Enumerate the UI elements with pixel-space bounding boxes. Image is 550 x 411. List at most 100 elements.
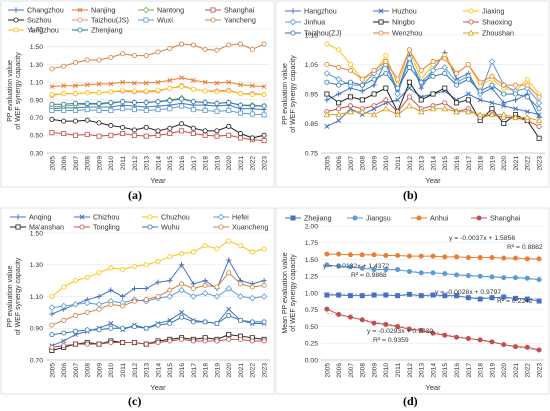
data-point-c-xuancheng [261,282,267,288]
data-point-c-chizhou [61,338,67,344]
xtick-label-b: 2017 [466,156,473,171]
data-point-a-suzhou [61,118,67,124]
data-point-d-shanghai [477,337,483,343]
xtick-label-b: 2006 [336,156,343,171]
data-point-a-yancheng [179,41,185,47]
legend-marker-a-zhenjiang [77,27,83,33]
y-axis-title-b: of WEF synergy capacity [290,55,297,133]
xtick-label-c: 2022 [250,363,257,378]
xtick-label-c: 2021 [238,363,245,378]
data-point-b-wenzhou [371,67,377,73]
ytick-label-b: 0.85 [305,121,318,128]
data-point-a-wuxi [249,111,255,117]
data-point-a-zhenjiang [167,98,173,104]
data-point-d-zhejiang [477,296,483,302]
data-point-c-wuhu [155,322,161,328]
data-point-a-suzhou [226,123,232,129]
data-point-b-jinhua [429,67,437,74]
data-point-c-wuhu [84,327,90,333]
xtick-label-a: 2013 [144,156,151,171]
data-point-c-tongling [131,340,137,346]
xtick-label-c: 2023 [262,363,269,378]
data-point-c-anqing [143,285,149,292]
data-point-d-zhejiang [336,292,342,298]
data-point-c-wuhu [226,313,232,319]
data-point-b-jiaxing [347,62,353,68]
legend-marker-a-suzhou [13,17,19,23]
data-point-c-chuzhou [84,274,90,280]
data-point-b-ningbo [347,94,353,100]
xtick-label-a: 2021 [238,156,245,171]
legend-marker-c-xuancheng [218,224,224,230]
data-point-a-yangzhou [143,88,149,94]
data-point-c-wuhu [131,324,137,330]
trendline-d-jiangsu [326,265,540,281]
ytick-label-c: 1.30 [30,262,43,269]
data-point-a-suzhou [143,124,149,130]
data-point-a-suzhou [120,124,126,130]
xtick-label-a: 2009 [96,156,103,171]
ytick-label-d: 0.00 [305,357,318,364]
ytick-label-c: 1.10 [30,294,43,301]
data-point-d-zhejiang [501,294,507,300]
data-point-b-jiaxing [383,53,389,59]
data-point-c-hefei [178,286,185,294]
data-point-c-wuhu [96,327,102,333]
panel-label-b: (b) [403,188,418,202]
data-point-b-wenzhou [406,47,412,53]
data-point-a-nanjing [96,81,102,87]
legend-marker-a-nantong [142,6,150,14]
data-point-c-tongling [261,338,267,344]
data-point-a-yancheng [96,57,102,63]
data-point-c-xuancheng [143,297,149,303]
data-point-d-shanghai [324,306,330,312]
data-point-b-shaoxing [347,103,353,109]
data-point-d-zhejiang [406,291,412,297]
legend-label-d-anhui: Anhui [430,214,449,223]
data-point-a-suzhou [202,128,208,134]
xtick-label-d: 2016 [454,363,461,378]
series-line-c-anqing [51,258,265,315]
xtick-label-a: 2016 [179,156,186,171]
data-point-b-taizhou-zj [430,73,436,79]
legend-label-d-zhejiang: Zhejiang [304,214,332,223]
legend-marker-b-wenzhou [378,30,384,36]
data-point-c-chuzhou [108,265,114,271]
data-point-c-xuancheng [167,287,173,293]
data-point-b-taizhou-zj [454,82,460,88]
data-point-b-huzhou [324,123,330,129]
data-point-c-chuzhou [61,284,67,290]
ytick-label-c: 0.70 [30,357,43,364]
data-point-d-zhejiang [359,293,365,299]
chart-d: 0.00 0.25 0.50 0.75 1.00 1.25 1.50 1.75 2.00 2005… [275,207,550,395]
legend-marker-b-hangzhou [290,8,296,14]
data-point-d-zhejiang [347,293,353,299]
trendline-annotation-d: R² = 0.8882 [507,244,543,251]
data-point-d-shanghai [442,332,448,338]
data-point-c-tongling [61,343,67,349]
data-point-b-ningbo [406,79,412,85]
data-point-a-suzhou [108,123,114,129]
data-point-b-hangzhou [512,97,519,103]
data-point-c-wuhu [120,325,126,331]
data-point-a-shanghai [238,135,244,141]
data-point-a-wuxi [84,107,90,113]
legend-marker-b-jiaxing [468,8,474,14]
data-point-b-taizhou-zj [536,106,542,112]
y-axis-title-a: of WEF synergy capacity [15,52,22,130]
data-point-a-yangzhou [190,86,196,92]
ytick-label-d: 0.25 [305,341,318,348]
legend-label-a-yancheng: Yancheng [224,16,256,25]
xtick-label-c: 2020 [226,363,233,378]
legend-marker-b-zhoushan [467,29,475,36]
data-point-c-tongling [49,344,55,350]
data-point-c-anqing [167,278,173,284]
data-point-c-tongling [238,336,244,342]
data-point-d-shanghai [454,334,460,340]
data-point-b-jinhua [323,70,331,77]
xtick-label-b: 2009 [371,156,378,171]
data-point-a-yangzhou [108,89,114,95]
panel-a: 0.30 0.50 0.70 0.90 1.10 1.30 1.50 1.70 2005 2006… [0,0,275,188]
data-point-c-xuancheng [96,306,102,312]
data-point-a-yangzhou [96,90,102,96]
